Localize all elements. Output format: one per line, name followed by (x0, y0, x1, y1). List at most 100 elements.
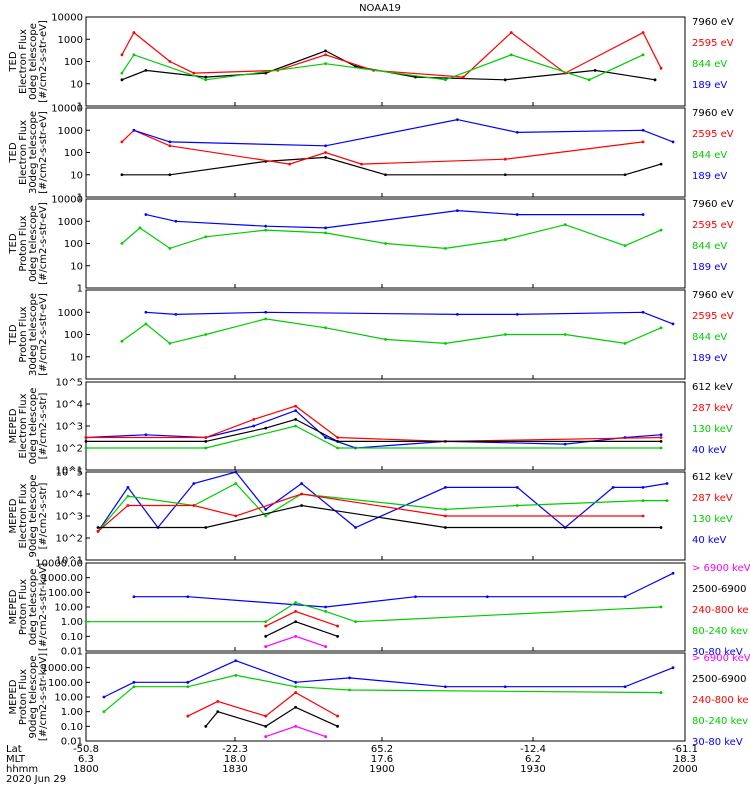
data-point (444, 247, 447, 250)
ylabel-line: Electron Flux (18, 120, 29, 185)
data-point (168, 140, 172, 144)
ylabel-line: TED (8, 142, 19, 163)
data-point (641, 499, 645, 503)
ytick-label: 10000.00 (35, 559, 83, 570)
ylabel-line: Proton Flux (18, 669, 29, 725)
figure-title: NOAA19 (359, 3, 401, 14)
data-point (444, 507, 447, 511)
data-point (444, 526, 447, 529)
data-point (294, 705, 298, 709)
data-point (264, 624, 268, 628)
data-point (444, 485, 447, 489)
panel-3: 1000 100 10 TED Proton Flux 30deg telescope [#… (8, 289, 734, 380)
data-point (132, 31, 136, 34)
ytick-label: 10^1 (56, 466, 83, 477)
data-point (563, 442, 567, 446)
legend-entry: 2500-6900 (692, 674, 747, 685)
series-line (121, 156, 662, 176)
series-line (133, 118, 674, 147)
data-point (653, 78, 657, 82)
series-line (145, 311, 674, 325)
ylabel-line: [#/cm2-s-str-eV] (38, 20, 49, 103)
footer-lat: 65.2 (371, 744, 393, 755)
series-line (133, 572, 674, 608)
legend-entry: 2595 eV (692, 38, 734, 49)
panel-7: 1000.00 100.00 10.00 1.00 0.10 0.01 MEPED Proto… (8, 652, 750, 748)
data-point (126, 494, 130, 498)
data-point (324, 605, 327, 609)
data-point (132, 53, 136, 57)
ylabel-line: [#/cm2-s-str-eV] (38, 111, 49, 194)
ytick-label: 10^1 (56, 556, 83, 567)
data-point (324, 151, 327, 154)
series-line (205, 706, 338, 727)
data-point (264, 426, 268, 430)
ytick-label: 10^4 (56, 490, 83, 501)
data-point (252, 417, 256, 421)
data-point (144, 68, 148, 72)
data-point (324, 226, 327, 230)
data-point (659, 162, 663, 166)
data-point (414, 595, 417, 599)
legend-entry: > 6900 keV (692, 653, 750, 664)
data-point (168, 247, 172, 250)
data-point (84, 446, 88, 450)
data-point (455, 209, 459, 213)
data-point (120, 53, 124, 57)
data-point (444, 341, 447, 345)
data-point (485, 595, 489, 599)
footer-hhmm: 1900 (369, 764, 394, 775)
data-point (623, 244, 627, 248)
legend-entry: 189 eV (692, 262, 727, 273)
legend-entry: 189 eV (692, 80, 727, 91)
series-line (121, 224, 662, 250)
data-point (264, 645, 268, 648)
data-point (563, 223, 567, 227)
data-point (294, 724, 298, 728)
data-point (659, 526, 663, 529)
data-point (671, 571, 675, 575)
data-point (234, 482, 238, 485)
legend-entry: 80-240 kev (692, 626, 748, 637)
data-point (324, 610, 327, 613)
legend-entry: 189 eV (692, 171, 727, 182)
data-point (102, 695, 106, 699)
data-point (455, 118, 459, 122)
data-point (84, 436, 88, 439)
legend-entry: 612 keV (692, 472, 733, 483)
legend-entry: 2595 eV (692, 311, 734, 322)
data-point (348, 676, 351, 680)
panel-2: 10000 1000 100 10 1 TED Proton Flux 0deg telesc… (8, 195, 734, 295)
data-point (84, 620, 88, 624)
data-point (623, 595, 627, 599)
data-point (264, 634, 268, 638)
data-point (252, 424, 256, 428)
footer-hhmm: 2000 (672, 764, 697, 775)
legend-entry: 844 eV (692, 332, 727, 343)
ytick-label: 10^5 (56, 378, 83, 389)
data-point (641, 514, 645, 518)
ylabel-line: 0deg telescope (28, 205, 39, 282)
data-point (671, 322, 675, 326)
data-point (144, 310, 148, 314)
data-point (294, 680, 298, 684)
legend-entry: 287 keV (692, 493, 733, 504)
ytick-label: 1000 (58, 126, 83, 137)
data-point (593, 68, 597, 72)
footer-mlt: 6.3 (78, 754, 94, 765)
data-point (641, 213, 645, 216)
data-point (132, 680, 136, 684)
data-point (96, 529, 100, 533)
data-point (192, 504, 196, 507)
data-point (515, 131, 519, 134)
data-point (641, 53, 645, 57)
ytick-label: 0.01 (61, 647, 83, 658)
data-point (204, 724, 208, 728)
footer-row-label-mlt: MLT (6, 754, 26, 765)
data-point (300, 504, 304, 507)
series-line (86, 601, 662, 623)
